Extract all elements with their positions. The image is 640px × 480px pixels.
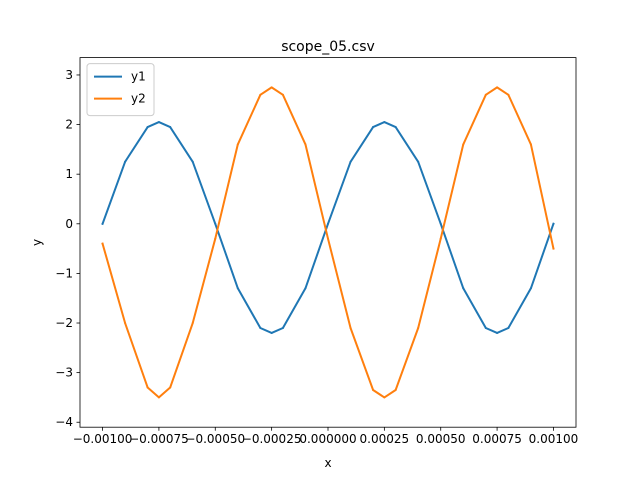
data-point-y1 [304, 287, 307, 290]
data-point-y2 [439, 237, 442, 240]
data-point-y1 [484, 326, 487, 329]
data-point-y1 [417, 160, 420, 163]
data-point-y1 [507, 326, 510, 329]
data-point-y2 [236, 143, 239, 146]
data-point-y1 [394, 126, 397, 129]
y-tick-label: −3 [55, 366, 73, 380]
legend-label-y2: y2 [131, 92, 146, 106]
y-tick-label: 3 [65, 68, 73, 82]
x-tick-label: 0.00100 [529, 432, 579, 446]
data-point-y1 [101, 222, 104, 225]
x-tick-label: −0.00050 [185, 432, 245, 446]
data-point-y2 [529, 143, 532, 146]
y-tick-label: 0 [65, 217, 73, 231]
data-point-y1 [439, 222, 442, 225]
x-tick-label: 0.000000 [299, 432, 356, 446]
y-tick-label: −2 [55, 316, 73, 330]
x-tick-label: −0.00025 [242, 432, 302, 446]
data-point-y2 [157, 396, 160, 399]
chart-title: scope_05.csv [281, 39, 375, 55]
data-point-y1 [169, 126, 172, 129]
data-point-y1 [372, 126, 375, 129]
data-point-y1 [146, 126, 149, 129]
legend: y1 y2 [86, 63, 155, 117]
x-tick-label: 0.00075 [472, 432, 522, 446]
data-point-y2 [484, 93, 487, 96]
y-tick-label: 2 [65, 118, 73, 132]
data-point-y2 [394, 388, 397, 391]
x-tick-label: −0.00075 [129, 432, 189, 446]
y-axis: −4 −3 −2 −1 0 1 2 3 [55, 68, 80, 429]
data-point-y2 [124, 322, 127, 325]
data-point-y2 [281, 93, 284, 96]
plot-area [101, 86, 555, 399]
data-point-y2 [327, 237, 329, 240]
data-point-y1 [529, 287, 532, 290]
data-point-y1 [259, 326, 262, 329]
data-point-y2 [552, 247, 555, 250]
x-axis-label: x [324, 456, 331, 470]
x-tick-label: 0.00050 [416, 432, 466, 446]
data-point-y1 [157, 121, 160, 124]
data-point-y2 [101, 242, 104, 245]
data-point-y2 [372, 388, 375, 391]
data-point-y2 [214, 237, 217, 240]
data-point-y1 [552, 222, 555, 225]
data-point-y1 [327, 222, 329, 225]
data-point-y2 [417, 326, 420, 329]
data-point-y1 [349, 160, 352, 163]
data-point-y2 [462, 143, 465, 146]
data-point-y2 [259, 93, 262, 96]
data-point-y2 [383, 396, 386, 399]
data-point-y2 [496, 86, 499, 89]
data-point-y1 [124, 160, 127, 163]
data-point-y1 [236, 287, 239, 290]
data-point-y2 [169, 386, 172, 389]
data-point-y2 [191, 322, 194, 325]
y-tick-label: −1 [55, 266, 73, 280]
data-point-y1 [496, 331, 499, 334]
data-point-y1 [383, 121, 386, 124]
data-point-y1 [270, 331, 273, 334]
x-tick-label: 0.00025 [360, 432, 410, 446]
data-point-y2 [270, 86, 273, 89]
data-point-y1 [191, 160, 194, 163]
plot-frame [79, 57, 577, 428]
data-point-y2 [146, 386, 149, 389]
x-axis: −0.00100−0.00075−0.00050−0.000250.000000… [73, 427, 579, 446]
y-axis-label: y [30, 239, 44, 246]
legend-label-y1: y1 [131, 70, 146, 84]
data-point-y2 [304, 143, 307, 146]
y-tick-label: −4 [55, 415, 73, 429]
y-tick-label: 1 [65, 167, 73, 181]
data-point-y1 [214, 222, 217, 225]
x-tick-label: −0.00100 [73, 432, 133, 446]
data-point-y2 [349, 326, 352, 329]
data-point-y1 [281, 326, 284, 329]
data-point-y2 [507, 93, 510, 96]
data-point-y1 [462, 287, 465, 290]
